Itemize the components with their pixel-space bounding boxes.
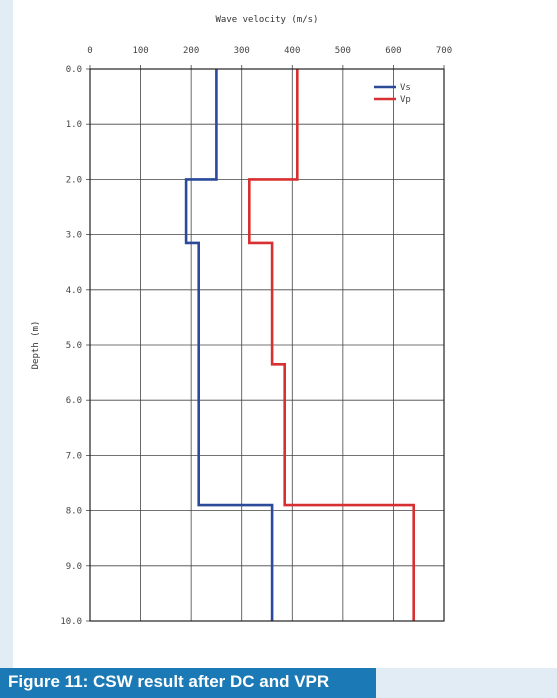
x-tick-label: 700 xyxy=(436,46,452,56)
legend: Vs Vp xyxy=(374,83,411,105)
y-tick-label: 7.0 xyxy=(66,451,82,461)
y-axis-title: Depth (m) xyxy=(31,321,41,370)
x-tick-label: 200 xyxy=(183,46,199,56)
legend-label-vp: Vp xyxy=(400,95,411,105)
y-tick-label: 4.0 xyxy=(66,286,82,296)
y-tick-label: 2.0 xyxy=(66,175,82,185)
y-tick-label: 3.0 xyxy=(66,231,82,241)
y-tick-label: 9.0 xyxy=(66,562,82,572)
x-tick-label: 100 xyxy=(132,46,148,56)
y-tick-label: 8.0 xyxy=(66,507,82,517)
x-axis-title: Wave velocity (m/s) xyxy=(216,15,319,25)
x-tick-label: 500 xyxy=(335,46,351,56)
x-tick-label: 600 xyxy=(385,46,401,56)
y-tick-label: 0.0 xyxy=(66,65,82,75)
y-tick-label: 1.0 xyxy=(66,120,82,130)
y-tick-label: 10.0 xyxy=(60,617,82,627)
x-tick-label: 300 xyxy=(234,46,250,56)
figure-caption: Figure 11: CSW result after DC and VPR xyxy=(8,672,329,692)
x-tick-label: 0 xyxy=(87,46,92,56)
figure-caption-bar: Figure 11: CSW result after DC and VPR xyxy=(0,668,376,698)
x-tick-label: 400 xyxy=(284,46,300,56)
y-tick-label: 6.0 xyxy=(66,396,82,406)
grid xyxy=(86,65,444,621)
y-tick-label: 5.0 xyxy=(66,341,82,351)
legend-label-vs: Vs xyxy=(400,83,411,93)
